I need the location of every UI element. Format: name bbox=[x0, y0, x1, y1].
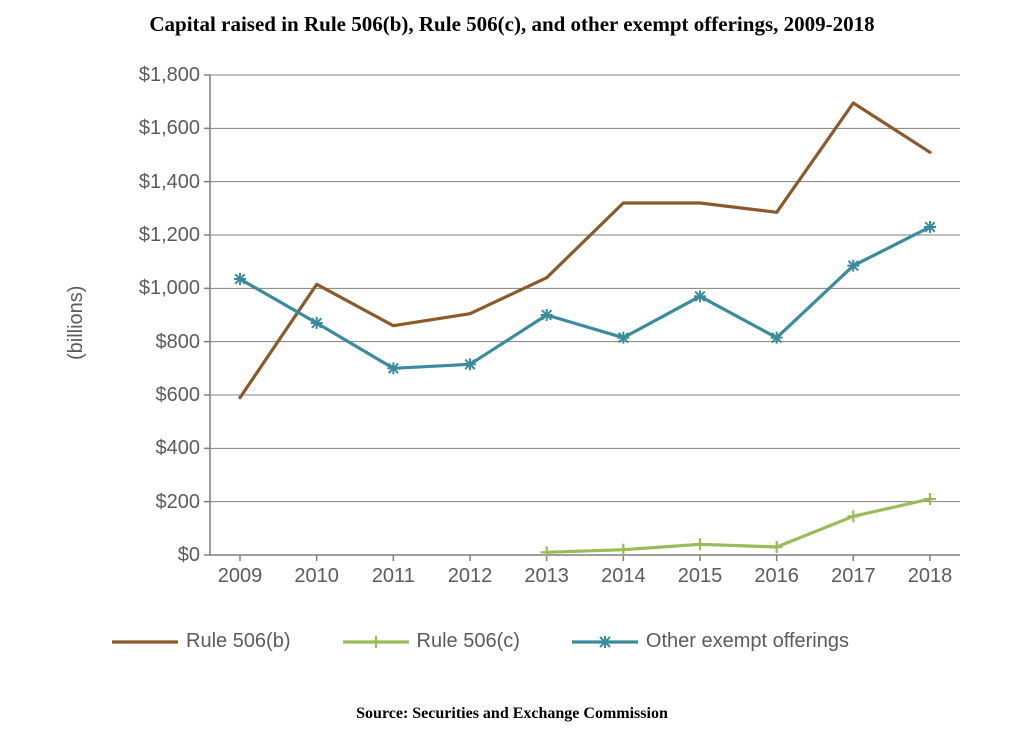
x-tick-label: 2011 bbox=[365, 565, 421, 588]
y-tick-label: $1,400 bbox=[139, 171, 200, 194]
legend-label: Rule 506(c) bbox=[417, 630, 520, 653]
x-tick-label: 2012 bbox=[442, 565, 498, 588]
source-credit: Source: Securities and Exchange Commissi… bbox=[0, 705, 1024, 723]
y-tick-label: $1,800 bbox=[139, 64, 200, 87]
x-tick-label: 2013 bbox=[519, 565, 575, 588]
y-tick-label: $0 bbox=[178, 544, 200, 567]
y-tick-label: $200 bbox=[156, 491, 201, 514]
x-tick-label: 2010 bbox=[289, 565, 345, 588]
legend-swatch bbox=[570, 632, 640, 652]
legend-swatch bbox=[341, 632, 411, 652]
chart-legend: Rule 506(b) Rule 506(c) Other exempt offer… bbox=[110, 630, 930, 670]
y-tick-label: $1,000 bbox=[139, 277, 200, 300]
legend-item: Rule 506(c) bbox=[341, 630, 520, 653]
y-axis-label: (billions) bbox=[65, 286, 88, 360]
legend-label: Rule 506(b) bbox=[186, 630, 291, 653]
legend-item: Other exempt offerings bbox=[570, 630, 849, 653]
chart-container: (billions) $0 $200 $400 $600 $800 $1,000 $1,20… bbox=[60, 55, 980, 615]
x-tick-label: 2014 bbox=[595, 565, 651, 588]
y-tick-label: $800 bbox=[156, 331, 201, 354]
x-tick-label: 2017 bbox=[825, 565, 881, 588]
chart-title: Capital raised in Rule 506(b), Rule 506(… bbox=[0, 12, 1024, 37]
legend-label: Other exempt offerings bbox=[646, 630, 849, 653]
x-tick-label: 2009 bbox=[212, 565, 268, 588]
y-tick-label: $600 bbox=[156, 384, 201, 407]
x-tick-label: 2018 bbox=[902, 565, 958, 588]
x-tick-label: 2016 bbox=[749, 565, 805, 588]
y-tick-label: $1,200 bbox=[139, 224, 200, 247]
legend-item: Rule 506(b) bbox=[110, 630, 291, 653]
legend-swatch bbox=[110, 632, 180, 652]
x-tick-label: 2015 bbox=[672, 565, 728, 588]
y-tick-label: $1,600 bbox=[139, 117, 200, 140]
y-tick-label: $400 bbox=[156, 437, 201, 460]
